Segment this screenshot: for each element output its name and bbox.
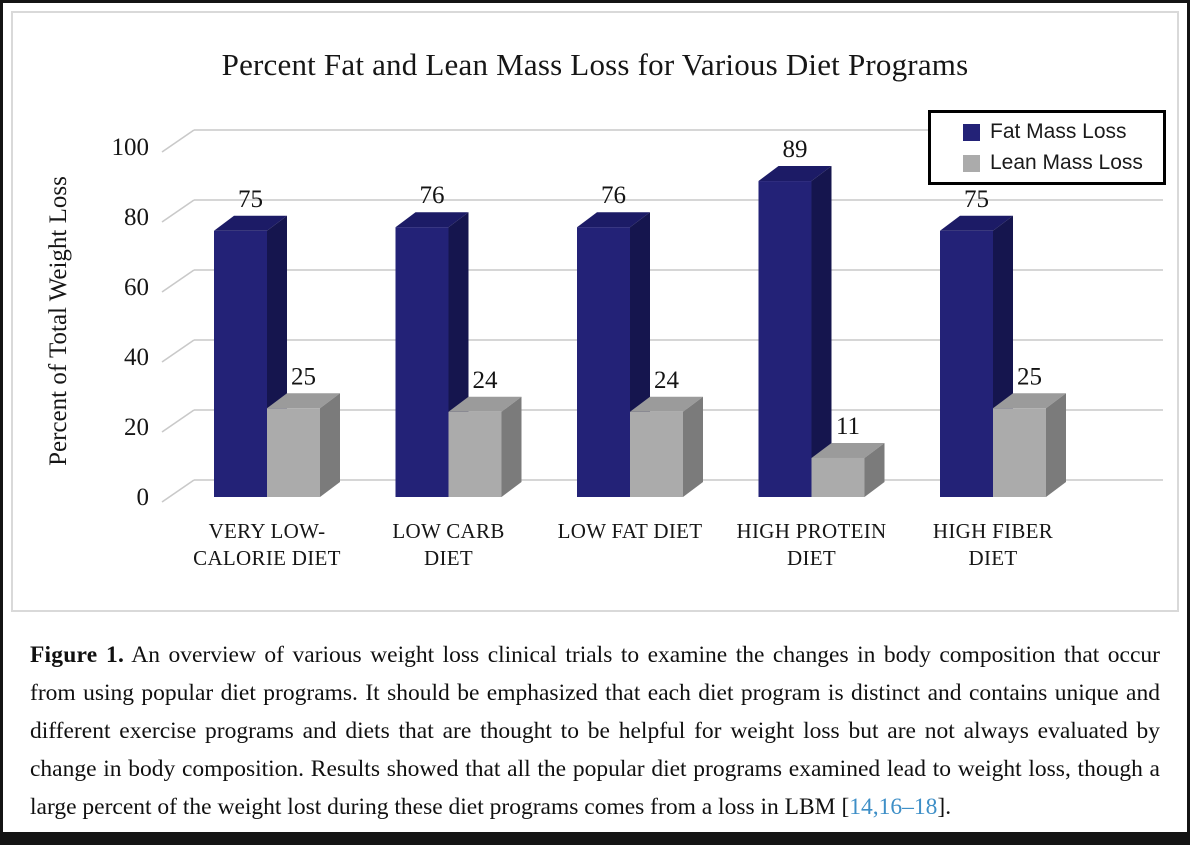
bar-fat-mass-loss — [577, 227, 630, 497]
bar-side-lean-mass-loss — [864, 442, 885, 497]
y-tick-label: 40 — [124, 344, 149, 371]
bar-top-fat-mass-loss — [214, 215, 287, 231]
gridline-depth-stub — [161, 479, 195, 503]
value-label: 25 — [291, 363, 316, 390]
fat-mass-loss-swatch-icon — [963, 123, 980, 141]
gridline-depth-stub — [161, 339, 195, 363]
value-label: 89 — [783, 136, 808, 163]
bar-top-fat-mass-loss — [395, 212, 469, 228]
bar-top-lean-mass-loss — [811, 442, 885, 458]
gridline-depth-stub — [161, 199, 195, 223]
figure-caption-closing: ]. — [937, 794, 952, 820]
bar-top-lean-mass-loss — [267, 393, 340, 409]
value-label: 24 — [473, 367, 499, 394]
chart-panel: 0 20 40 60 80 100 75 25 76 24 76 24 89 11 75 25 Percent… — [11, 11, 1179, 612]
figure-caption: Figure 1. An overview of various weight … — [30, 636, 1160, 826]
legend-item-fat-mass-loss: Fat Mass Loss — [963, 120, 1157, 144]
y-tick-label: 100 — [112, 134, 150, 161]
y-tick-label: 0 — [137, 484, 150, 511]
plot-3d-svg: 0 20 40 60 80 100 75 25 76 24 76 24 89 11 75 25 — [112, 129, 1163, 511]
bar-side-lean-mass-loss — [320, 393, 340, 497]
bar-top-fat-mass-loss — [940, 215, 1013, 231]
bar-top-lean-mass-loss — [630, 396, 703, 412]
bar-lean-mass-loss — [811, 457, 865, 497]
figure-caption-body: An overview of various weight loss clini… — [30, 642, 1160, 820]
legend-item-lean-mass-loss: Lean Mass Loss — [963, 151, 1157, 175]
citation-link[interactable]: 14,16–18 — [849, 794, 938, 820]
bar-top-fat-mass-loss — [758, 166, 832, 182]
gridline-depth-stub — [161, 409, 195, 433]
value-label: 11 — [836, 413, 860, 440]
gridline-depth-stub — [161, 129, 195, 153]
legend-label: Fat Mass Loss — [990, 120, 1127, 143]
legend-label: Lean Mass Loss — [990, 151, 1143, 174]
chart-title: Percent Fat and Lean Mass Loss for Vario… — [221, 47, 969, 82]
y-tick-label: 60 — [124, 274, 149, 301]
bar-side-lean-mass-loss — [501, 396, 522, 497]
lean-mass-loss-swatch-icon — [963, 154, 980, 172]
bar-lean-mass-loss — [630, 411, 683, 497]
bar-fat-mass-loss — [214, 230, 267, 497]
bar-fat-mass-loss — [758, 181, 812, 498]
bar-lean-mass-loss — [267, 408, 320, 497]
bar-top-lean-mass-loss — [448, 396, 522, 412]
bar-fat-mass-loss — [395, 227, 449, 497]
bar-side-fat-mass-loss — [811, 166, 832, 498]
bar-top-fat-mass-loss — [577, 212, 650, 228]
value-label: 24 — [654, 367, 680, 394]
value-label: 76 — [420, 182, 445, 209]
y-axis-title: Percent of Total Weight Loss — [45, 176, 72, 466]
gridline-depth-stub — [161, 269, 195, 293]
bar-side-lean-mass-loss — [1046, 393, 1066, 497]
bar-lean-mass-loss — [993, 408, 1046, 497]
value-label: 75 — [238, 186, 263, 213]
value-label: 75 — [964, 186, 989, 213]
y-tick-label: 80 — [124, 204, 149, 231]
legend: Fat Mass Loss Lean Mass Loss — [928, 110, 1166, 185]
y-tick-label: 20 — [124, 414, 149, 441]
bar-fat-mass-loss — [940, 230, 993, 497]
bar-side-lean-mass-loss — [683, 396, 703, 497]
bar-lean-mass-loss — [448, 411, 502, 497]
value-label: 25 — [1017, 363, 1042, 390]
value-label: 76 — [601, 182, 626, 209]
figure-caption-label: Figure 1. — [30, 642, 125, 668]
bar-top-lean-mass-loss — [993, 393, 1066, 409]
